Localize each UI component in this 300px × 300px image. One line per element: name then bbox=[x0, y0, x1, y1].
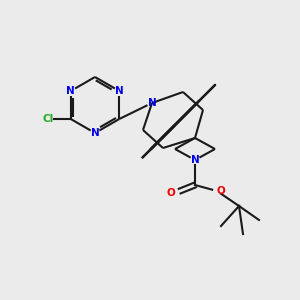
Text: N: N bbox=[115, 86, 124, 96]
Text: N: N bbox=[190, 155, 200, 165]
Text: O: O bbox=[167, 188, 176, 198]
Text: Cl: Cl bbox=[42, 114, 53, 124]
Text: O: O bbox=[217, 186, 225, 196]
Text: N: N bbox=[66, 86, 75, 96]
Text: N: N bbox=[148, 98, 156, 108]
Text: N: N bbox=[91, 128, 99, 138]
